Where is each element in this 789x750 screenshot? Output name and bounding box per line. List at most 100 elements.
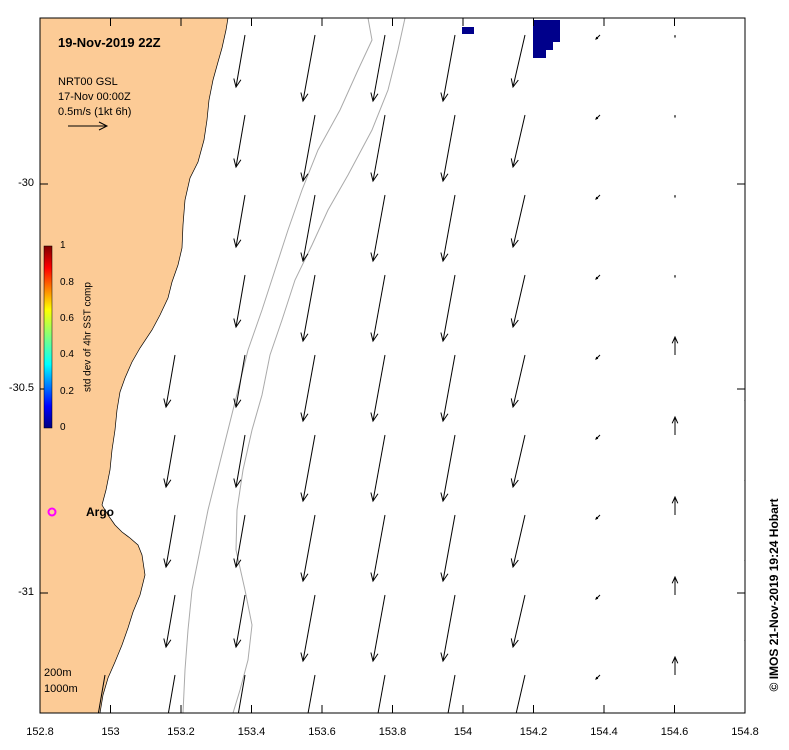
contour-1000m [232,18,406,713]
current-arrow [595,354,601,360]
current-arrow [744,34,745,35]
colorbar-title: std dev of 4hr SST comp [82,282,94,392]
colorbar-tick: 1 [60,240,66,251]
current-vectors [97,34,745,713]
current-arrow [510,434,526,489]
colorbar-tick: 0.2 [60,386,74,397]
current-arrow [674,275,676,279]
x-tick-label: 154.2 [519,726,548,738]
x-axis [39,18,746,713]
current-arrow [744,274,745,275]
product-name: NRT00 GSL [58,76,118,88]
current-arrow [510,114,526,169]
current-arrow [671,655,679,675]
y-tick-label: -31 [18,586,34,598]
x-tick-label: 153.8 [378,726,407,738]
map-timestamp: 19-Nov-2019 22Z [58,35,161,50]
current-arrow [744,639,745,675]
current-arrow [233,434,246,489]
current-arrow [510,354,526,409]
current-arrow [744,114,745,115]
current-arrow [300,114,316,183]
current-arrow [233,114,246,169]
current-arrow [674,35,676,39]
current-arrow [671,575,679,595]
current-arrow [377,674,386,713]
current-arrow [440,594,456,663]
current-arrow [744,479,745,515]
current-arrow [370,354,386,423]
colorbar-tick: 0.8 [60,277,74,288]
current-arrow [300,434,316,503]
current-arrow [595,674,601,680]
current-arrow [300,514,316,583]
current-arrow [440,434,456,503]
current-arrow [440,354,456,423]
colorbar-tick: 0 [60,422,66,433]
current-arrow [595,514,601,520]
current-arrow [300,594,316,663]
current-arrow [595,594,601,600]
legend-1000m: 1000m [44,683,78,695]
current-arrow [510,514,526,569]
credit-text: © IMOS 21-Nov-2019 19:24 Hobart [767,498,781,692]
x-tick-label: 154.4 [590,726,618,738]
scale-label: 0.5m/s (1kt 6h) [58,106,132,118]
current-arrow [440,34,456,103]
current-arrow [440,194,456,263]
current-arrow [595,274,601,280]
colorbar-tick: 0.6 [60,313,74,324]
current-arrow [510,34,526,89]
current-arrow [370,114,386,183]
current-arrow [163,514,176,569]
current-arrow [370,594,386,663]
current-arrow [370,274,386,343]
argo-label: Argo [86,505,114,519]
current-arrow [674,195,676,199]
current-arrow [300,194,316,263]
current-arrow [510,594,526,649]
current-arrow [744,559,745,595]
current-arrow [233,274,246,329]
scale-arrow [68,121,109,131]
colorbar [43,245,53,429]
current-arrow [671,415,679,435]
current-arrow [744,354,745,355]
x-tick-label: 153 [101,726,120,738]
current-arrow [163,434,176,489]
current-arrow [300,34,316,103]
x-tick-label: 153.4 [237,726,266,738]
current-arrow [233,514,246,569]
x-tick-label: 154 [453,726,473,738]
product-time: 17-Nov 00:00Z [58,91,131,103]
current-arrow [370,34,386,103]
sst-patch [462,27,474,34]
current-arrow [671,335,679,355]
current-arrow [233,194,246,249]
current-arrow [595,114,601,120]
current-arrow [440,274,456,343]
current-arrow [163,354,176,409]
current-arrow [370,194,386,263]
current-arrow [744,399,745,435]
current-arrow [370,434,386,503]
current-arrow [510,274,526,329]
x-tick-label: 152.8 [26,726,54,738]
y-tick-label: -30 [18,177,34,189]
current-arrow [237,674,246,713]
current-arrow [370,514,386,583]
x-tick-label: 154.6 [660,726,689,738]
current-arrow [97,674,106,713]
current-arrow [515,674,526,713]
argo-marker [47,507,57,517]
coastline-land [40,18,229,713]
current-arrow [510,194,526,249]
current-arrow [233,354,246,409]
current-arrow [440,114,456,183]
colorbar-tick: 0.4 [60,349,74,360]
current-arrow [300,354,316,423]
current-arrow [233,594,246,649]
contour-200m [182,18,373,713]
x-tick-label: 153.2 [167,726,195,738]
